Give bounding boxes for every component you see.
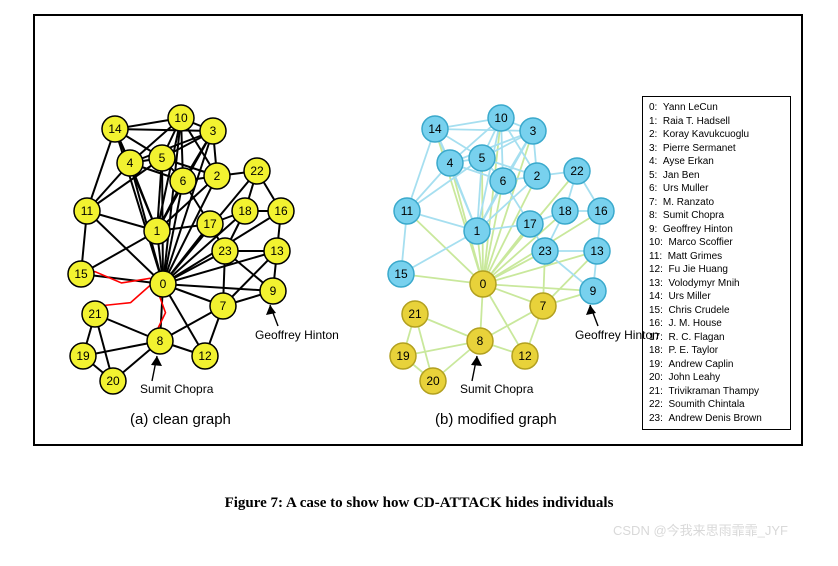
node-19 — [70, 343, 96, 369]
node-12 — [192, 343, 218, 369]
node-10 — [168, 105, 194, 131]
arrowhead-hinton — [586, 305, 596, 315]
figure-border: 01234567891011121314151617181920212223Ge… — [33, 14, 803, 446]
node-7 — [210, 293, 236, 319]
legend-row: 6: Urs Muller — [649, 182, 784, 196]
node-5 — [149, 145, 175, 171]
edge — [435, 129, 533, 131]
legend-row: 5: Jan Ben — [649, 169, 784, 183]
node-13 — [264, 238, 290, 264]
node-5 — [469, 145, 495, 171]
legend-row: 0: Yann LeCun — [649, 101, 784, 115]
node-23 — [532, 238, 558, 264]
node-18 — [232, 198, 258, 224]
node-0 — [150, 271, 176, 297]
legend-row: 18: P. E. Taylor — [649, 344, 784, 358]
node-2 — [524, 163, 550, 189]
node-6 — [170, 168, 196, 194]
node-2 — [204, 163, 230, 189]
node-21 — [402, 301, 428, 327]
node-19 — [390, 343, 416, 369]
node-11 — [74, 198, 100, 224]
label-chopra: Sumit Chopra — [460, 382, 534, 396]
modified-graph-svg: 01234567891011121314151617181920212223Ge… — [365, 36, 665, 406]
legend-row: 13: Volodymyr Mnih — [649, 277, 784, 291]
node-16 — [588, 198, 614, 224]
label-chopra: Sumit Chopra — [140, 382, 214, 396]
legend-row: 16: J. M. House — [649, 317, 784, 331]
node-3 — [200, 118, 226, 144]
legend-row: 12: Fu Jie Huang — [649, 263, 784, 277]
legend-row: 15: Chris Crudele — [649, 304, 784, 318]
node-15 — [388, 261, 414, 287]
node-1 — [144, 218, 170, 244]
node-17 — [517, 211, 543, 237]
node-21 — [82, 301, 108, 327]
legend-row: 20: John Leahy — [649, 371, 784, 385]
node-4 — [437, 150, 463, 176]
panel-b-label: (b) modified graph — [435, 411, 557, 428]
node-22 — [244, 158, 270, 184]
legend-row: 4: Ayse Erkan — [649, 155, 784, 169]
legend-row: 3: Pierre Sermanet — [649, 142, 784, 156]
legend-row: 23: Andrew Denis Brown — [649, 412, 784, 426]
node-7 — [530, 293, 556, 319]
node-23 — [212, 238, 238, 264]
node-0 — [470, 271, 496, 297]
node-6 — [490, 168, 516, 194]
node-8 — [147, 328, 173, 354]
arrowhead-chopra — [471, 356, 482, 366]
node-18 — [552, 198, 578, 224]
node-9 — [580, 278, 606, 304]
node-17 — [197, 211, 223, 237]
node-1 — [464, 218, 490, 244]
label-hinton: Geoffrey Hinton — [255, 328, 339, 342]
legend-row: 8: Sumit Chopra — [649, 209, 784, 223]
node-15 — [68, 261, 94, 287]
panel-a-label: (a) clean graph — [130, 411, 231, 428]
arrowhead-hinton — [266, 305, 276, 315]
legend-row: 2: Koray Kavukcuoglu — [649, 128, 784, 142]
node-14 — [102, 116, 128, 142]
node-3 — [520, 118, 546, 144]
node-14 — [422, 116, 448, 142]
node-12 — [512, 343, 538, 369]
node-22 — [564, 158, 590, 184]
legend-row: 22: Soumith Chintala — [649, 398, 784, 412]
legend-box: 0: Yann LeCun1: Raia T. Hadsell2: Koray … — [642, 96, 791, 430]
legend-row: 17: R. C. Flagan — [649, 331, 784, 345]
legend-row: 14: Urs Miller — [649, 290, 784, 304]
clean-graph-svg: 01234567891011121314151617181920212223Ge… — [45, 36, 345, 406]
edge — [115, 129, 213, 131]
arrowhead-chopra — [151, 356, 162, 366]
node-10 — [488, 105, 514, 131]
legend-row: 21: Trivikraman Thampy — [649, 385, 784, 399]
node-11 — [394, 198, 420, 224]
legend-row: 7: M. Ranzato — [649, 196, 784, 210]
legend-row: 19: Andrew Caplin — [649, 358, 784, 372]
legend-row: 9: Geoffrey Hinton — [649, 223, 784, 237]
watermark: CSDN @今我来思雨霏霏_JYF — [613, 520, 788, 539]
node-8 — [467, 328, 493, 354]
node-20 — [420, 368, 446, 394]
legend-row: 10: Marco Scoffier — [649, 236, 784, 250]
node-4 — [117, 150, 143, 176]
legend-row: 11: Matt Grimes — [649, 250, 784, 264]
node-20 — [100, 368, 126, 394]
node-16 — [268, 198, 294, 224]
legend-row: 1: Raia T. Hadsell — [649, 115, 784, 129]
figure-caption: Figure 7: A case to show how CD-ATTACK h… — [0, 495, 838, 512]
node-13 — [584, 238, 610, 264]
node-9 — [260, 278, 286, 304]
